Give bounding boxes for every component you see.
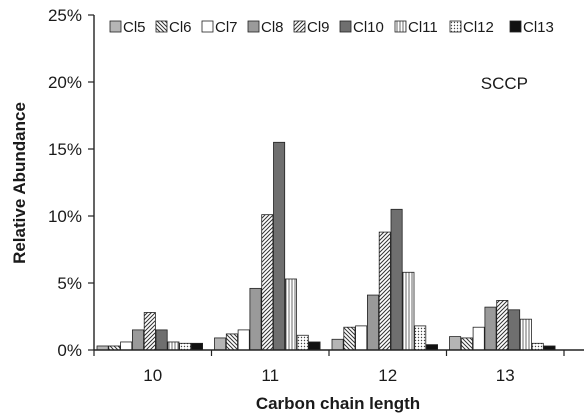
- bar-cl12-11: [296, 334, 309, 351]
- y-tick-label: 0%: [57, 341, 82, 360]
- bar-cl7-10: [120, 341, 133, 351]
- legend-swatch-cl9: [293, 20, 306, 33]
- legend-label-cl12: Cl12: [463, 19, 494, 36]
- legend-label-cl6: Cl6: [169, 19, 192, 36]
- legend: Cl5 Cl6 Cl7 Cl8 Cl9 Cl10 Cl11 Cl12 Cl13: [109, 19, 554, 36]
- chart-annotation: SCCP: [481, 74, 528, 93]
- bar-cl12-10: [179, 342, 192, 351]
- bar-cl9-11: [261, 214, 274, 351]
- legend-swatch-cl5: [109, 20, 122, 33]
- legend-label-cl11: Cl11: [408, 19, 438, 36]
- legend-swatch-cl11: [394, 20, 407, 33]
- bar-cl7-12: [355, 325, 368, 351]
- bar-cl12-12: [414, 325, 427, 351]
- x-axis-ticks: 10 11 12 13: [93, 350, 565, 385]
- bar-cl6-12: [343, 326, 356, 351]
- bar-cl9-10: [143, 312, 156, 351]
- legend-swatch-cl12: [449, 20, 462, 33]
- y-tick-label: 20%: [48, 73, 82, 92]
- bar-cl10-11: [273, 141, 286, 351]
- bar-cl8-12: [366, 294, 379, 351]
- y-axis-title: Relative Abundance: [10, 102, 29, 264]
- x-tick-label: 11: [261, 366, 279, 385]
- legend-label-cl8: Cl8: [261, 19, 284, 36]
- bar-cl7-13: [472, 326, 485, 351]
- legend-swatch-cl7: [201, 20, 214, 33]
- bars: [96, 141, 556, 351]
- legend-swatch-cl13: [509, 20, 522, 33]
- bar-cl12-13: [531, 342, 544, 351]
- bar-cl11-12: [402, 271, 415, 351]
- bar-cl11-11: [284, 278, 297, 351]
- legend-label-cl10: Cl10: [353, 19, 384, 36]
- bar-cl6-11: [225, 333, 238, 351]
- bar-cl9-12: [378, 231, 391, 351]
- axes: [93, 15, 584, 351]
- y-tick-label: 10%: [48, 207, 82, 226]
- legend-swatch-cl6: [155, 20, 168, 33]
- bar-cl11-13: [519, 318, 532, 351]
- x-tick-label: 10: [143, 366, 162, 385]
- legend-swatch-cl10: [339, 20, 352, 33]
- legend-label-cl9: Cl9: [307, 19, 330, 36]
- bar-cl8-11: [249, 287, 262, 351]
- bar-cl10-10: [155, 329, 168, 351]
- bar-cl13-12: [425, 344, 438, 351]
- bar-cl5-13: [449, 336, 462, 351]
- legend-swatch-cl8: [247, 20, 260, 33]
- bar-cl8-10: [131, 329, 144, 351]
- y-axis-ticks: 0% 5% 10% 15% 20% 25%: [48, 6, 94, 360]
- bar-cl13-10: [190, 342, 203, 351]
- bar-cl5-12: [331, 338, 344, 351]
- bar-cl10-13: [508, 309, 521, 351]
- bar-cl6-13: [460, 337, 473, 351]
- bar-cl9-13: [496, 300, 509, 351]
- bar-cl5-11: [214, 337, 227, 351]
- x-axis-title: Carbon chain length: [256, 394, 420, 413]
- x-tick-label: 13: [496, 366, 515, 385]
- y-tick-label: 15%: [48, 140, 82, 159]
- bar-cl13-11: [308, 341, 321, 351]
- bar-cl8-13: [484, 306, 497, 351]
- legend-label-cl5: Cl5: [123, 19, 146, 36]
- y-tick-label: 25%: [48, 6, 82, 25]
- legend-label-cl13: Cl13: [523, 19, 554, 36]
- bar-cl11-10: [167, 341, 180, 351]
- bar-cl7-11: [237, 329, 250, 351]
- y-tick-label: 5%: [57, 274, 82, 293]
- bar-cl10-12: [390, 208, 403, 351]
- x-tick-label: 12: [378, 366, 397, 385]
- legend-label-cl7: Cl7: [215, 19, 238, 36]
